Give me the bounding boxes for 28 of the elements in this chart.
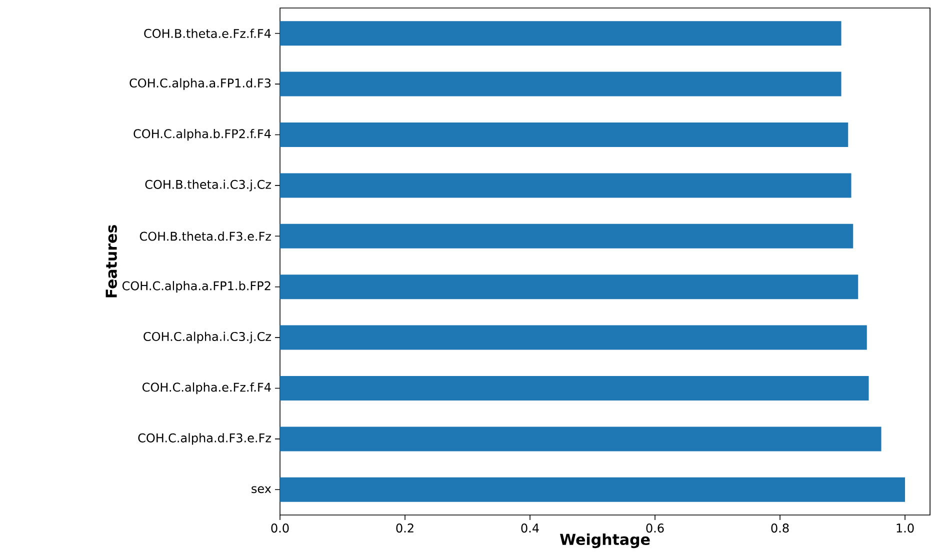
x-tick-label: 0.6 bbox=[646, 524, 664, 533]
y-tick-label: COH.B.theta.d.F3.e.Fz bbox=[140, 232, 271, 241]
bar bbox=[280, 72, 842, 96]
bar bbox=[280, 21, 842, 46]
y-tick-label: sex bbox=[252, 486, 272, 494]
y-tick-label: COH.C.alpha.a.FP1.b.FP2 bbox=[122, 281, 270, 293]
bar bbox=[280, 224, 854, 248]
x-axis-title: Weightage bbox=[560, 533, 650, 548]
x-tick-label: 0.4 bbox=[521, 524, 539, 533]
bar bbox=[280, 426, 882, 452]
y-tick-label: COH.C.alpha.a.FP1.d.F3 bbox=[130, 78, 271, 90]
y-tick-label: COH.C.alpha.e.Fz.f.F4 bbox=[142, 382, 271, 394]
x-tick-label: 0.0 bbox=[271, 524, 289, 533]
bar bbox=[280, 274, 858, 300]
y-tick-label: COH.C.alpha.d.F3.e.Fz bbox=[138, 433, 271, 445]
y-tick-label: COH.B.theta.e.Fz.f.F4 bbox=[144, 28, 271, 38]
x-tick-label: 1.0 bbox=[896, 524, 914, 533]
x-tick-label: 0.8 bbox=[771, 524, 789, 533]
bar bbox=[280, 122, 848, 148]
y-axis-title: Features bbox=[106, 225, 117, 298]
bar bbox=[280, 325, 867, 350]
y-tick-label: COH.B.theta.i.C3.j.Cz bbox=[145, 180, 271, 192]
bar bbox=[280, 173, 852, 198]
bar bbox=[280, 477, 906, 502]
y-tick-label: COH.C.alpha.b.FP2.f.F4 bbox=[134, 128, 271, 141]
y-tick-label: COH.C.alpha.i.C3.j.Cz bbox=[144, 332, 271, 344]
bar bbox=[280, 376, 869, 401]
x-tick-label: 0.2 bbox=[396, 524, 414, 533]
